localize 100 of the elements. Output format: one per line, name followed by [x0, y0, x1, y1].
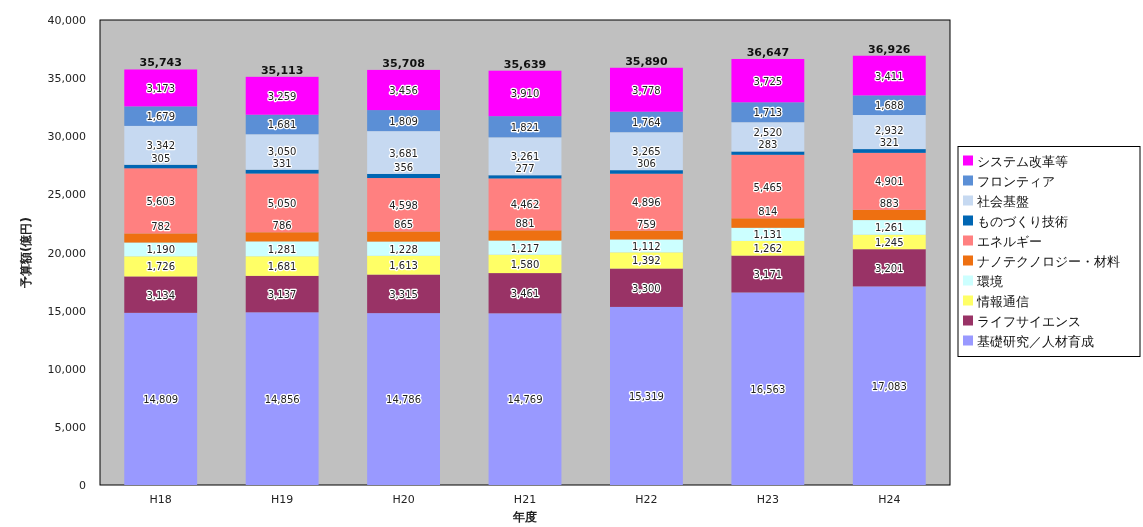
bar	[245, 169, 319, 174]
data-label: 881	[515, 218, 535, 230]
data-label: 3,778	[632, 84, 661, 96]
data-label: 1,245	[874, 236, 904, 248]
bar	[245, 312, 319, 485]
bar	[731, 151, 805, 155]
data-label: 356	[394, 161, 414, 173]
data-label: 3,171	[753, 269, 783, 281]
data-label: 3,137	[267, 289, 297, 301]
data-label: 1,688	[874, 100, 904, 112]
data-label: 1,281	[267, 243, 297, 255]
bar	[124, 233, 198, 243]
data-label: 283	[758, 139, 778, 151]
bar	[488, 313, 562, 485]
total-label: 35,639	[503, 57, 547, 71]
data-label: 883	[879, 197, 899, 209]
data-label: 1,764	[632, 116, 661, 128]
data-label: 3,681	[389, 147, 418, 159]
bar	[610, 306, 683, 485]
y-tick-label: 10,000	[47, 362, 86, 376]
data-label: 4,598	[389, 199, 418, 211]
legend-label: 環境	[977, 273, 1003, 289]
data-label: 3,342	[146, 140, 176, 152]
x-tick-label: H21	[513, 493, 537, 506]
data-label: 1,262	[753, 243, 783, 255]
bar	[852, 149, 926, 153]
data-label: 1,713	[753, 107, 783, 119]
data-label: 3,456	[389, 84, 418, 96]
y-axis-title: 予算額(億円)	[19, 217, 33, 289]
bar	[731, 218, 805, 228]
data-label: 782	[151, 221, 171, 233]
bar	[245, 232, 319, 242]
data-label: 1,613	[389, 260, 418, 272]
data-label: 306	[636, 158, 656, 170]
bar	[610, 170, 683, 174]
y-tick-label: 40,000	[47, 14, 86, 27]
bar	[124, 312, 198, 485]
data-label: 1,392	[632, 255, 661, 267]
bar	[610, 230, 683, 240]
legend-label: 情報通信	[976, 293, 1029, 309]
x-tick-label: H24	[878, 493, 901, 506]
x-axis-title: 年度	[512, 510, 537, 524]
data-label: 759	[636, 218, 656, 230]
data-label: 5,050	[267, 197, 297, 209]
x-tick-label: H19	[271, 493, 294, 506]
data-label: 3,300	[632, 282, 661, 294]
data-label: 1,261	[874, 222, 904, 234]
data-label: 2,520	[753, 127, 783, 139]
data-label: 4,462	[510, 199, 540, 211]
bar	[124, 276, 198, 313]
data-label: 3,261	[510, 151, 540, 163]
legend-label: 社会基盤	[977, 193, 1029, 209]
data-label: 1,228	[389, 243, 418, 255]
data-label: 3,461	[510, 288, 540, 300]
data-label: 3,259	[267, 90, 297, 102]
data-label: 14,809	[143, 393, 179, 405]
y-tick-label: 15,000	[47, 304, 86, 318]
data-label: 3,134	[146, 289, 176, 301]
legend-label: 基礎研究／人材育成	[977, 333, 1094, 349]
legend-label: ものづくり技術	[977, 213, 1068, 229]
bar	[367, 231, 440, 242]
data-label: 2,932	[874, 125, 904, 137]
data-label: 1,131	[753, 229, 783, 241]
y-tick-label: 0	[79, 479, 86, 492]
y-tick-label: 30,000	[47, 130, 86, 144]
data-label: 1,681	[267, 119, 297, 131]
data-label: 5,465	[753, 181, 783, 193]
data-label: 4,901	[874, 176, 904, 188]
data-label: 3,725	[753, 75, 783, 87]
data-label: 3,910	[510, 88, 540, 100]
bar	[731, 292, 805, 485]
bar	[852, 209, 926, 221]
total-label: 36,647	[746, 45, 790, 59]
legend-label: ライフサイエンス	[977, 313, 1081, 329]
total-label: 35,113	[260, 63, 304, 77]
data-label: 3,265	[632, 146, 661, 158]
y-tick-label: 5,000	[54, 420, 86, 434]
x-tick-label: H18	[149, 493, 172, 506]
data-label: 1,190	[146, 244, 176, 256]
data-label: 1,112	[632, 240, 661, 252]
data-label: 17,083	[871, 380, 907, 392]
bar	[367, 173, 440, 179]
data-label: 1,580	[510, 258, 540, 270]
data-label: 15,319	[628, 390, 664, 402]
data-label: 14,856	[264, 393, 300, 405]
x-tick-label: H22	[635, 493, 658, 506]
legend-label: エネルギー	[977, 233, 1042, 249]
data-label: 14,769	[507, 394, 543, 406]
data-label: 1,809	[389, 115, 418, 127]
data-label: 814	[758, 206, 778, 218]
bar	[367, 313, 440, 485]
data-label: 14,786	[386, 394, 422, 406]
total-label: 35,708	[382, 56, 425, 70]
data-label: 1,681	[267, 261, 297, 273]
data-label: 865	[394, 219, 414, 231]
bar	[610, 67, 683, 112]
legend-label: システム改革等	[977, 153, 1068, 169]
x-tick-label: H23	[756, 493, 779, 506]
data-label: 3,173	[146, 82, 176, 94]
data-label: 3,315	[389, 288, 418, 300]
